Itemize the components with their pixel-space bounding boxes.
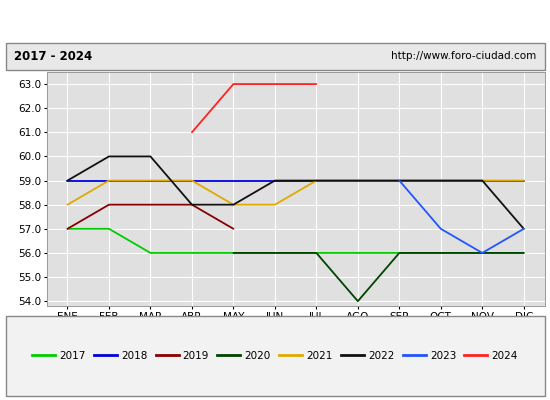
Legend: 2017, 2018, 2019, 2020, 2021, 2022, 2023, 2024: 2017, 2018, 2019, 2020, 2021, 2022, 2023… [28,347,522,365]
Text: 2017 - 2024: 2017 - 2024 [14,50,92,63]
Text: http://www.foro-ciudad.com: http://www.foro-ciudad.com [391,51,536,61]
Text: Evolucion num de emigrantes en Cisneros: Evolucion num de emigrantes en Cisneros [111,14,439,28]
